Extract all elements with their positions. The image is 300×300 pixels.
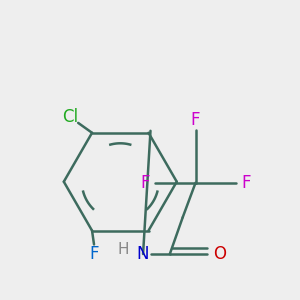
Text: N: N <box>137 245 149 263</box>
Text: F: F <box>89 245 99 263</box>
Text: H: H <box>118 242 129 256</box>
Text: F: F <box>242 174 251 192</box>
Text: Cl: Cl <box>62 108 78 126</box>
Text: O: O <box>213 245 226 263</box>
Text: F: F <box>140 174 150 192</box>
Text: F: F <box>191 111 200 129</box>
